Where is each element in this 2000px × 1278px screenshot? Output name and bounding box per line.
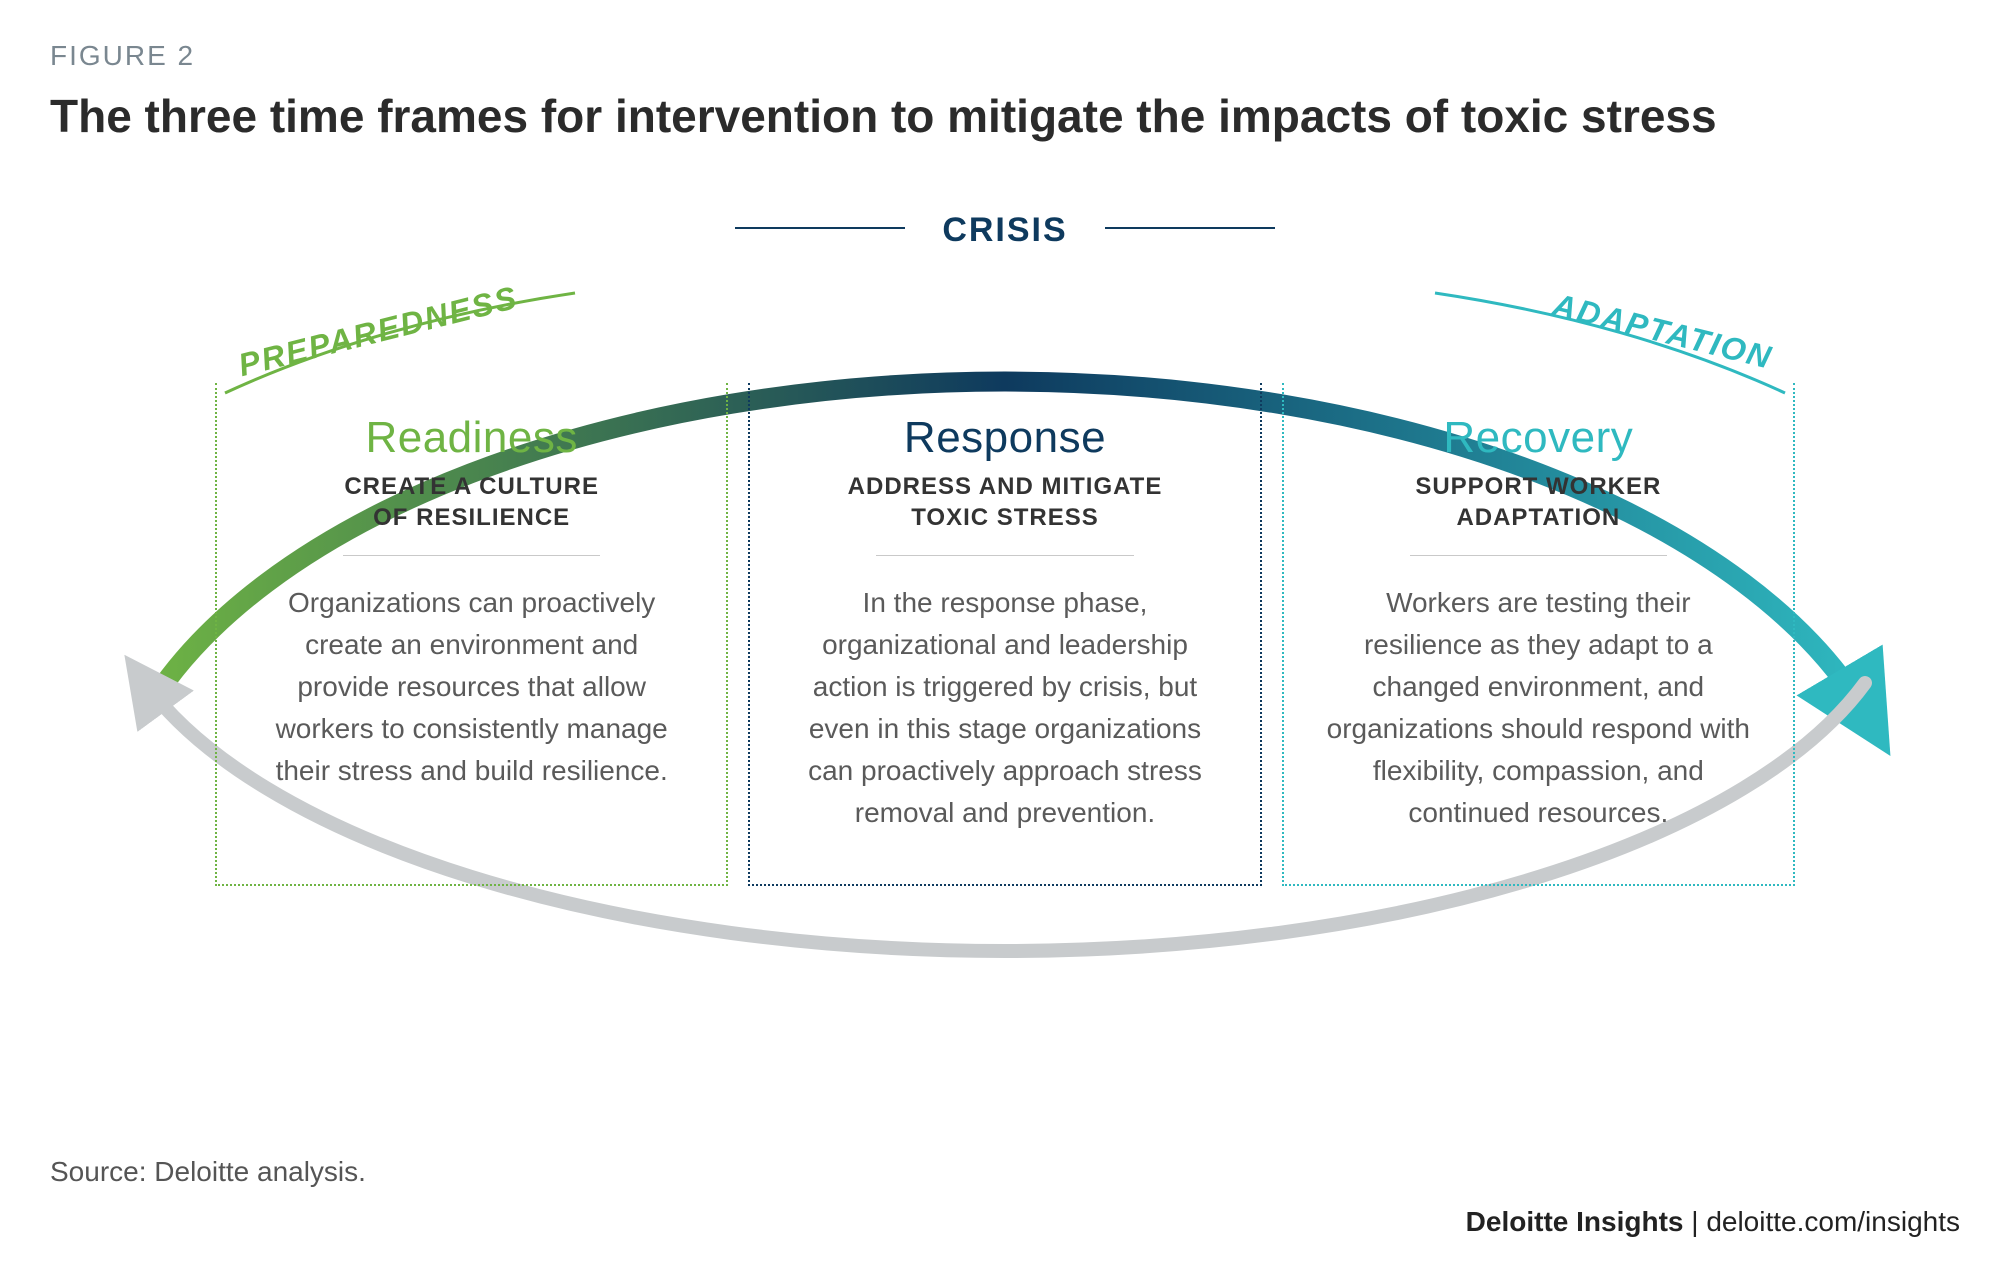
- column-title: Recovery: [1324, 413, 1753, 463]
- phase-label-preparedness: PREPAREDNESS: [235, 279, 522, 384]
- attribution-url: deloitte.com/insights: [1706, 1206, 1960, 1237]
- intervention-diagram: PREPAREDNESS CRISIS ADAPTATION Readiness…: [55, 193, 1955, 1093]
- column-body: Organizations can proactively create an …: [257, 582, 686, 792]
- column-readiness: Readiness CREATE A CULTURE OF RESILIENCE…: [215, 383, 728, 886]
- figure-attribution: Deloitte Insights | deloitte.com/insight…: [1466, 1206, 1960, 1238]
- figure-title: The three time frames for intervention t…: [50, 90, 1960, 143]
- column-subtitle: SUPPORT WORKER ADAPTATION: [1324, 471, 1753, 533]
- column-divider: [876, 555, 1134, 556]
- phase-label-crisis: CRISIS: [942, 211, 1067, 250]
- column-recovery: Recovery SUPPORT WORKER ADAPTATION Worke…: [1282, 383, 1795, 886]
- attribution-brand: Deloitte Insights: [1466, 1206, 1684, 1237]
- phase-label-adaptation: ADAPTATION: [1549, 286, 1776, 376]
- figure-label: FIGURE 2: [50, 40, 1960, 72]
- crisis-tick-right: [1105, 227, 1275, 229]
- column-response: Response ADDRESS AND MITIGATE TOXIC STRE…: [748, 383, 1261, 886]
- column-divider: [1410, 555, 1668, 556]
- column-body: In the response phase, organizational an…: [790, 582, 1219, 834]
- column-body: Workers are testing their resilience as …: [1324, 582, 1753, 834]
- column-subtitle: ADDRESS AND MITIGATE TOXIC STRESS: [790, 471, 1219, 533]
- column-subtitle: CREATE A CULTURE OF RESILIENCE: [257, 471, 686, 533]
- attribution-sep: |: [1683, 1206, 1706, 1237]
- columns-row: Readiness CREATE A CULTURE OF RESILIENCE…: [215, 383, 1795, 886]
- figure-source: Source: Deloitte analysis.: [50, 1156, 366, 1188]
- column-title: Readiness: [257, 413, 686, 463]
- column-title: Response: [790, 413, 1219, 463]
- crisis-tick-left: [735, 227, 905, 229]
- column-divider: [343, 555, 601, 556]
- figure-page: FIGURE 2 The three time frames for inter…: [0, 0, 2000, 1278]
